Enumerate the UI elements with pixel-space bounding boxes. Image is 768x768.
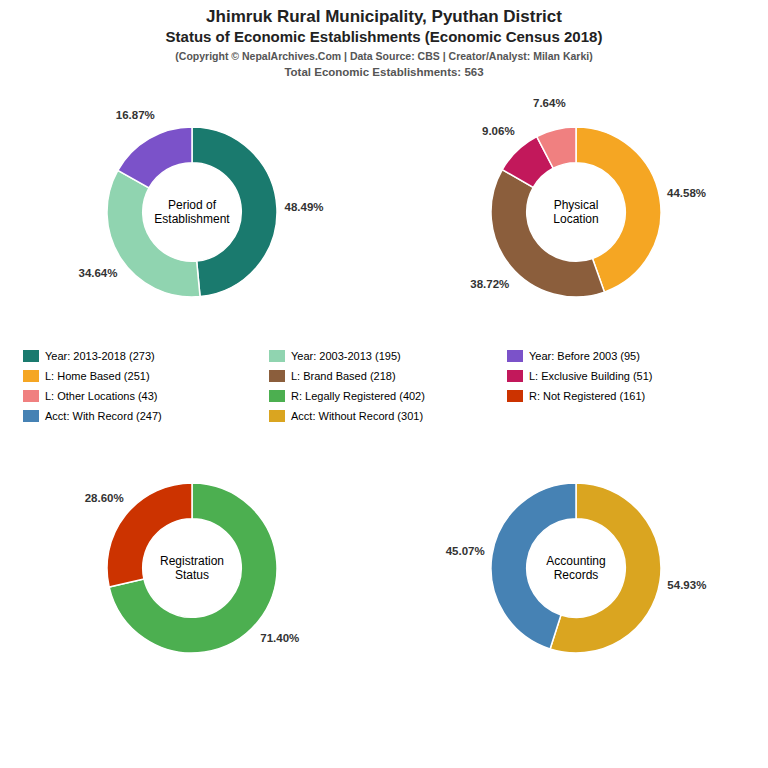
center-label: Period ofEstablishment — [154, 198, 230, 226]
donut-chart: 48.49% 34.64% 16.87% Period ofEstablishment — [78, 109, 323, 297]
data-label: 45.07% — [446, 545, 485, 557]
slices — [491, 483, 661, 653]
legend-swatch — [23, 370, 39, 382]
center-label-line: Establishment — [154, 212, 230, 226]
data-labels: 54.93% 45.07% — [446, 545, 707, 592]
legend-item: L: Home Based (251) — [23, 370, 150, 382]
legend-item: Year: 2013-2018 (273) — [23, 350, 155, 362]
center-label-line: Period of — [168, 198, 217, 212]
donut-chart: 44.58% 38.72% 9.06% 7.64% PhysicalLocation — [470, 97, 706, 297]
legend-item: Year: 2003-2013 (195) — [269, 350, 401, 362]
data-labels: 44.58% 38.72% 9.06% 7.64% — [470, 97, 706, 290]
data-label: 16.87% — [116, 109, 155, 121]
legend-label: R: Not Registered (161) — [529, 390, 645, 402]
donut-chart: 54.93% 45.07% AccountingRecords — [446, 483, 707, 653]
donut-chart: 71.40% 28.60% RegistrationStatus — [85, 483, 300, 653]
center-label: RegistrationStatus — [160, 554, 224, 582]
legend-item: L: Exclusive Building (51) — [507, 370, 653, 382]
legend-item: L: Brand Based (218) — [269, 370, 396, 382]
center-label-line: Physical — [554, 198, 599, 212]
legend-label: Year: 2003-2013 (195) — [291, 350, 401, 362]
data-labels: 48.49% 34.64% 16.87% — [78, 109, 323, 279]
legend-swatch — [507, 370, 523, 382]
slices — [107, 483, 277, 653]
slices — [491, 127, 661, 297]
legend-label: R: Legally Registered (402) — [291, 390, 425, 402]
center-label-line: Status — [175, 568, 209, 582]
legend-swatch — [23, 350, 39, 362]
data-label: 9.06% — [482, 125, 515, 137]
center-label: PhysicalLocation — [553, 198, 598, 226]
slices — [107, 127, 277, 297]
legend: Year: 2013-2018 (273) Year: 2003-2013 (19… — [23, 350, 653, 422]
data-label: 28.60% — [85, 492, 124, 504]
center-label: AccountingRecords — [546, 554, 605, 582]
legend-item: Year: Before 2003 (95) — [507, 350, 640, 362]
center-label-line: Location — [553, 212, 598, 226]
legend-label: L: Brand Based (218) — [291, 370, 396, 382]
legend-swatch — [507, 350, 523, 362]
legend-label: L: Exclusive Building (51) — [529, 370, 653, 382]
center-label-line: Registration — [160, 554, 224, 568]
legend-item: Acct: Without Record (301) — [269, 410, 423, 422]
subtitle: (Copyright © NepalArchives.Com | Data So… — [175, 50, 592, 62]
center-label-line: Records — [554, 568, 599, 582]
donut-slice — [107, 170, 200, 297]
legend-swatch — [269, 370, 285, 382]
legend-swatch — [507, 390, 523, 402]
legend-label: Acct: With Record (247) — [45, 410, 162, 422]
legend-label: Year: 2013-2018 (273) — [45, 350, 155, 362]
legend-item: Acct: With Record (247) — [23, 410, 162, 422]
title: Status of Economic Establishments (Econo… — [166, 28, 603, 45]
legend-swatch — [269, 350, 285, 362]
data-label: 34.64% — [78, 267, 117, 279]
legend-item: L: Other Locations (43) — [23, 390, 158, 402]
center-label-line: Accounting — [546, 554, 605, 568]
legend-label: Acct: Without Record (301) — [291, 410, 423, 422]
data-label: 71.40% — [260, 632, 299, 644]
title: Jhimruk Rural Municipality, Pyuthan Dist… — [206, 7, 562, 26]
legend-label: Year: Before 2003 (95) — [529, 350, 640, 362]
donut-slice — [537, 127, 576, 168]
data-label: 44.58% — [667, 187, 706, 199]
data-labels: 71.40% 28.60% — [85, 492, 300, 644]
legend-label: L: Other Locations (43) — [45, 390, 158, 402]
legend-swatch — [23, 410, 39, 422]
data-label: 7.64% — [533, 97, 566, 109]
donut-slice — [118, 127, 192, 188]
chart-root: Jhimruk Rural Municipality, Pyuthan Dist… — [0, 0, 768, 768]
subtitle: Total Economic Establishments: 563 — [284, 66, 483, 78]
legend-swatch — [269, 410, 285, 422]
data-label: 48.49% — [285, 201, 324, 213]
legend-swatch — [269, 390, 285, 402]
data-label: 54.93% — [667, 579, 706, 591]
data-label: 38.72% — [470, 278, 509, 290]
legend-item: R: Legally Registered (402) — [269, 390, 425, 402]
legend-label: L: Home Based (251) — [45, 370, 150, 382]
legend-swatch — [23, 390, 39, 402]
legend-item: R: Not Registered (161) — [507, 390, 645, 402]
